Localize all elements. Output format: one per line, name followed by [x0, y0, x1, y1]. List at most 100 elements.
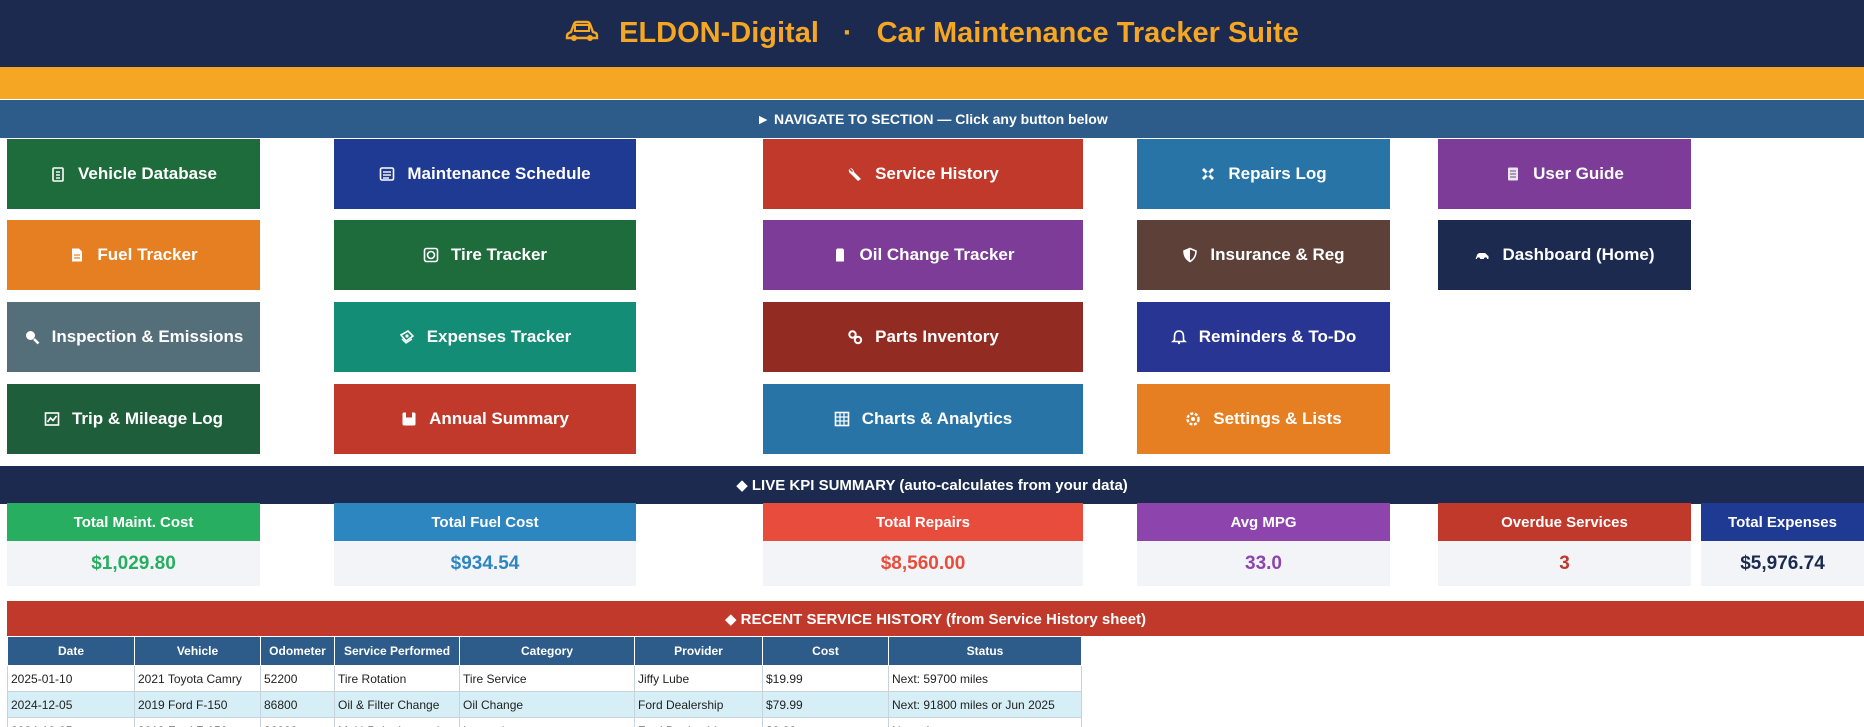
kpi-value-total-expenses: $5,976.74 — [1701, 541, 1864, 586]
wrench-icon — [847, 166, 863, 182]
nav-button-label: Repairs Log — [1228, 164, 1327, 183]
oil-can-icon — [832, 247, 848, 263]
app-header: ELDON-Digital · Car Maintenance Tracker … — [0, 0, 1864, 67]
nav-button-inspection-emissions[interactable]: Inspection & Emissions — [7, 302, 260, 372]
nav-button-service-history[interactable]: Service History — [763, 139, 1083, 209]
grid-chart-icon — [834, 411, 850, 427]
column-header: Provider — [634, 636, 763, 666]
table-cell: Oil & Filter Change — [334, 691, 460, 718]
file-icon — [69, 247, 85, 263]
nav-button-label: Inspection & Emissions — [51, 327, 244, 346]
nav-button-label: Parts Inventory — [875, 327, 999, 346]
table-cell: $19.99 — [762, 665, 889, 692]
table-cell: Tire Rotation — [334, 665, 460, 692]
kpi-section-banner: ◆ LIVE KPI SUMMARY (auto-calculates from… — [0, 466, 1864, 504]
column-header: Odometer — [260, 636, 335, 666]
table-cell: Next: 59700 miles — [888, 665, 1082, 692]
column-header: Status — [888, 636, 1082, 666]
table-cell: $79.99 — [762, 691, 889, 718]
nav-button-parts-inventory[interactable]: Parts Inventory — [763, 302, 1083, 372]
column-header: Category — [459, 636, 635, 666]
table-cell: Next: 4 — [888, 717, 1082, 727]
box-icon — [401, 411, 417, 427]
gears-icon — [847, 329, 863, 345]
nav-button-label: Settings & Lists — [1213, 409, 1342, 428]
column-header: Cost — [762, 636, 889, 666]
table-cell: 2019 Ford F-150 — [134, 691, 261, 718]
nav-button-label: Expenses Tracker — [426, 327, 572, 346]
nav-button-label: Vehicle Database — [78, 164, 217, 183]
table-cell: 86000 — [260, 717, 335, 727]
gear-icon — [1185, 411, 1201, 427]
kpi-value-total-repairs: $8,560.00 — [763, 541, 1083, 586]
table-cell: $0.00 — [762, 717, 889, 727]
money-icon — [399, 329, 415, 345]
table-cell: 2021 Toyota Camry — [134, 665, 261, 692]
nav-button-fuel-tracker[interactable]: Fuel Tracker — [7, 220, 260, 290]
nav-button-label: Annual Summary — [429, 409, 569, 428]
nav-button-label: Trip & Mileage Log — [71, 409, 224, 428]
table-row: 2024-12-05 2019 Ford F-150 86800 Oil & F… — [7, 691, 1082, 718]
nav-section-banner: ► NAVIGATE TO SECTION — Click any button… — [0, 100, 1864, 138]
calendar-list-icon — [379, 166, 395, 182]
nav-button-label: Service History — [875, 164, 999, 183]
table-cell: 52200 — [260, 665, 335, 692]
table-cell: Multi-Point Inspection — [334, 717, 460, 727]
service-history-table: Date Vehicle Odometer Service Performed … — [7, 636, 1082, 727]
bell-icon — [1170, 329, 1187, 345]
table-row: 2025-01-10 2021 Toyota Camry 52200 Tire … — [7, 665, 1082, 692]
tools-icon — [1200, 166, 1216, 182]
nav-button-charts-analytics[interactable]: Charts & Analytics — [763, 384, 1083, 454]
kpi-label-total-expenses: Total Expenses — [1701, 503, 1864, 541]
nav-button-settings-lists[interactable]: Settings & Lists — [1137, 384, 1390, 454]
kpi-value-total-fuel-cost: $934.54 — [334, 541, 636, 586]
kpi-value-avg-mpg: 33.0 — [1137, 541, 1390, 586]
header-brand: ELDON-Digital — [619, 17, 819, 49]
nav-button-label: Insurance & Reg — [1210, 245, 1345, 264]
nav-button-tire-tracker[interactable]: Tire Tracker — [334, 220, 636, 290]
kpi-label-total-maint-cost: Total Maint. Cost — [7, 503, 260, 541]
nav-button-dashboard-home[interactable]: Dashboard (Home) — [1438, 220, 1691, 290]
nav-button-maintenance-schedule[interactable]: Maintenance Schedule — [334, 139, 636, 209]
nav-button-label: Reminders & To-Do — [1198, 327, 1357, 346]
nav-button-vehicle-database[interactable]: Vehicle Database — [7, 139, 260, 209]
table-cell: 2019 Ford F-150 — [134, 717, 261, 727]
nav-button-expenses-tracker[interactable]: Expenses Tracker — [334, 302, 636, 372]
nav-button-user-guide[interactable]: User Guide — [1438, 139, 1691, 209]
kpi-label-total-repairs: Total Repairs — [763, 503, 1083, 541]
nav-button-annual-summary[interactable]: Annual Summary — [334, 384, 636, 454]
table-cell: Jiffy Lube — [634, 665, 763, 692]
table-cell: Tire Service — [459, 665, 635, 692]
shield-icon — [1182, 247, 1198, 263]
car-icon — [1474, 247, 1490, 263]
table-cell: 2024-12-05 — [7, 691, 135, 718]
kpi-value-total-maint-cost: $1,029.80 — [7, 541, 260, 586]
table-cell: 2025-01-10 — [7, 665, 135, 692]
header-title-group: ELDON-Digital · Car Maintenance Tracker … — [565, 17, 1299, 50]
table-cell: Next: 91800 miles or Jun 2025 — [888, 691, 1082, 718]
nav-button-reminders-todo[interactable]: Reminders & To-Do — [1137, 302, 1390, 372]
table-cell: 2024-10-05 — [7, 717, 135, 727]
nav-button-trip-mileage-log[interactable]: Trip & Mileage Log — [7, 384, 260, 454]
nav-button-label: Charts & Analytics — [861, 409, 1013, 428]
nav-button-label: Tire Tracker — [450, 245, 548, 264]
column-header: Service Performed — [334, 636, 460, 666]
nav-button-label: Fuel Tracker — [97, 245, 198, 264]
nav-button-label: User Guide — [1533, 164, 1624, 183]
chart-line-icon — [44, 411, 60, 427]
table-header-row: Date Vehicle Odometer Service Performed … — [7, 636, 1082, 666]
clipboard-icon — [50, 166, 66, 182]
kpi-label-total-fuel-cost: Total Fuel Cost — [334, 503, 636, 541]
header-title: Car Maintenance Tracker Suite — [876, 17, 1299, 49]
nav-button-label: Dashboard (Home) — [1502, 245, 1655, 264]
kpi-value-overdue-services: 3 — [1438, 541, 1691, 586]
table-cell: Ford Dealership — [634, 717, 763, 727]
nav-button-repairs-log[interactable]: Repairs Log — [1137, 139, 1390, 209]
table-row: 2024-10-05 2019 Ford F-150 86000 Multi-P… — [7, 717, 1082, 727]
tire-icon — [423, 247, 439, 263]
column-header: Date — [7, 636, 135, 666]
column-header: Vehicle — [134, 636, 261, 666]
nav-button-oil-change-tracker[interactable]: Oil Change Tracker — [763, 220, 1083, 290]
accent-bar — [0, 67, 1864, 99]
nav-button-insurance-reg[interactable]: Insurance & Reg — [1137, 220, 1390, 290]
